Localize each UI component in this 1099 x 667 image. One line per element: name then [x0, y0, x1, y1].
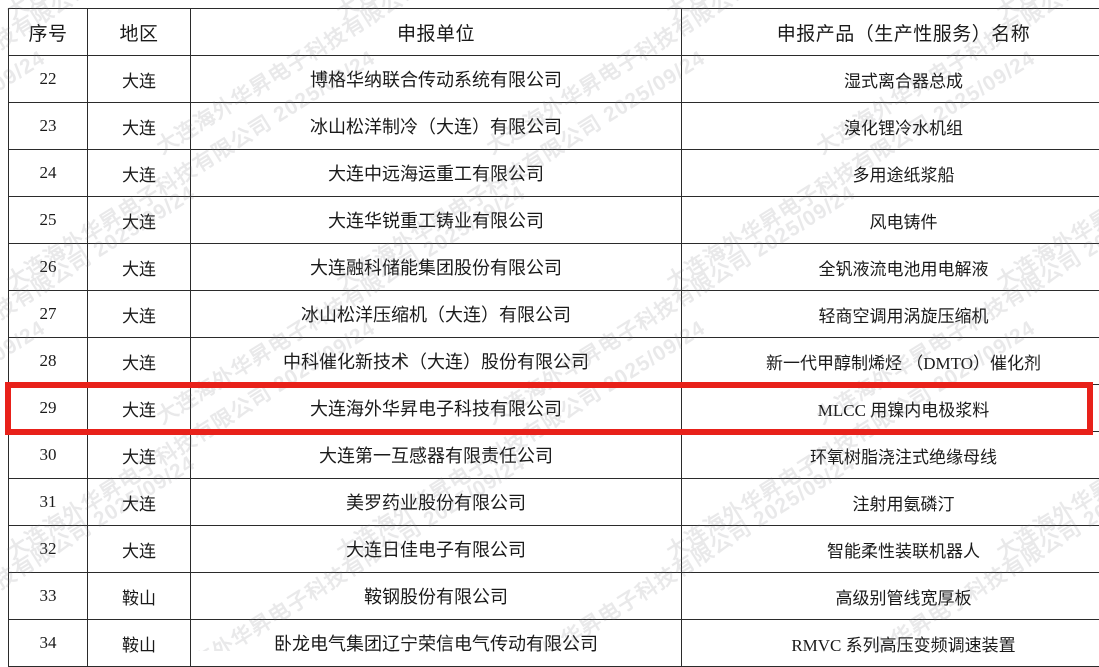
row-cell-area: 鞍山	[88, 573, 191, 620]
row-cell-product: MLCC 用镍内电极浆料	[682, 385, 1099, 432]
column-header-unit: 申报单位	[191, 9, 682, 56]
row-cell-product: 高级别管线宽厚板	[682, 573, 1099, 620]
row-cell-unit: 大连日佳电子有限公司	[191, 526, 682, 573]
row-cell-product: 环氧树脂浇注式绝缘母线	[682, 432, 1099, 479]
row-cell-product: 多用途纸浆船	[682, 150, 1099, 197]
row-cell-unit: 大连中远海运重工有限公司	[191, 150, 682, 197]
row-cell-area: 大连	[88, 56, 191, 103]
row-cell-sequence: 30	[9, 432, 88, 479]
row-cell-area: 大连	[88, 526, 191, 573]
row-cell-sequence: 22	[9, 56, 88, 103]
row-cell-unit: 美罗药业股份有限公司	[191, 479, 682, 526]
row-cell-sequence: 33	[9, 573, 88, 620]
row-cell-area: 大连	[88, 385, 191, 432]
row-cell-unit: 大连海外华昇电子科技有限公司	[191, 385, 682, 432]
row-cell-area: 鞍山	[88, 620, 191, 667]
header-row: 序号 地区 申报单位 申报产品（生产性服务）名称	[9, 9, 1099, 56]
row-cell-sequence: 26	[9, 244, 88, 291]
row-cell-area: 大连	[88, 244, 191, 291]
row-cell-unit: 大连第一互感器有限责任公司	[191, 432, 682, 479]
row-cell-unit: 中科催化新技术（大连）股份有限公司	[191, 338, 682, 385]
row-cell-area: 大连	[88, 291, 191, 338]
row-cell-sequence: 24	[9, 150, 88, 197]
row-cell-sequence: 34	[9, 620, 88, 667]
row-cell-area: 大连	[88, 150, 191, 197]
row-cell-product: 湿式离合器总成	[682, 56, 1099, 103]
row-cell-sequence: 32	[9, 526, 88, 573]
row-cell-area: 大连	[88, 103, 191, 150]
row-cell-sequence: 23	[9, 103, 88, 150]
row-cell-unit: 鞍钢股份有限公司	[191, 573, 682, 620]
row-cell-unit: 冰山松洋制冷（大连）有限公司	[191, 103, 682, 150]
row-cell-product: 全钒液流电池用电解液	[682, 244, 1099, 291]
column-header-product: 申报产品（生产性服务）名称	[682, 9, 1099, 56]
row-cell-product: 智能柔性装联机器人	[682, 526, 1099, 573]
row-cell-area: 大连	[88, 338, 191, 385]
column-header-sequence: 序号	[9, 9, 88, 56]
row-cell-product: 溴化锂冷水机组	[682, 103, 1099, 150]
column-header-area: 地区	[88, 9, 191, 56]
row-cell-product: 注射用氨磷汀	[682, 479, 1099, 526]
row-cell-sequence: 29	[9, 385, 88, 432]
row-cell-unit: 大连华锐重工铸业有限公司	[191, 197, 682, 244]
row-cell-sequence: 31	[9, 479, 88, 526]
row-cell-area: 大连	[88, 479, 191, 526]
row-cell-sequence: 27	[9, 291, 88, 338]
row-cell-product: RMVC 系列高压变频调速装置	[682, 620, 1099, 667]
row-cell-product: 轻商空调用涡旋压缩机	[682, 291, 1099, 338]
row-cell-area: 大连	[88, 432, 191, 479]
row-cell-area: 大连	[88, 197, 191, 244]
row-cell-sequence: 25	[9, 197, 88, 244]
row-cell-sequence: 28	[9, 338, 88, 385]
row-cell-unit: 卧龙电气集团辽宁荣信电气传动有限公司	[191, 620, 682, 667]
row-cell-product: 新一代甲醇制烯烃 （DMTO）催化剂	[682, 338, 1099, 385]
row-cell-product: 风电铸件	[682, 197, 1099, 244]
row-cell-unit: 博格华纳联合传动系统有限公司	[191, 56, 682, 103]
row-cell-unit: 冰山松洋压缩机（大连）有限公司	[191, 291, 682, 338]
table-header: 序号 地区 申报单位 申报产品（生产性服务）名称	[9, 9, 1099, 56]
row-cell-unit: 大连融科储能集团股份有限公司	[191, 244, 682, 291]
